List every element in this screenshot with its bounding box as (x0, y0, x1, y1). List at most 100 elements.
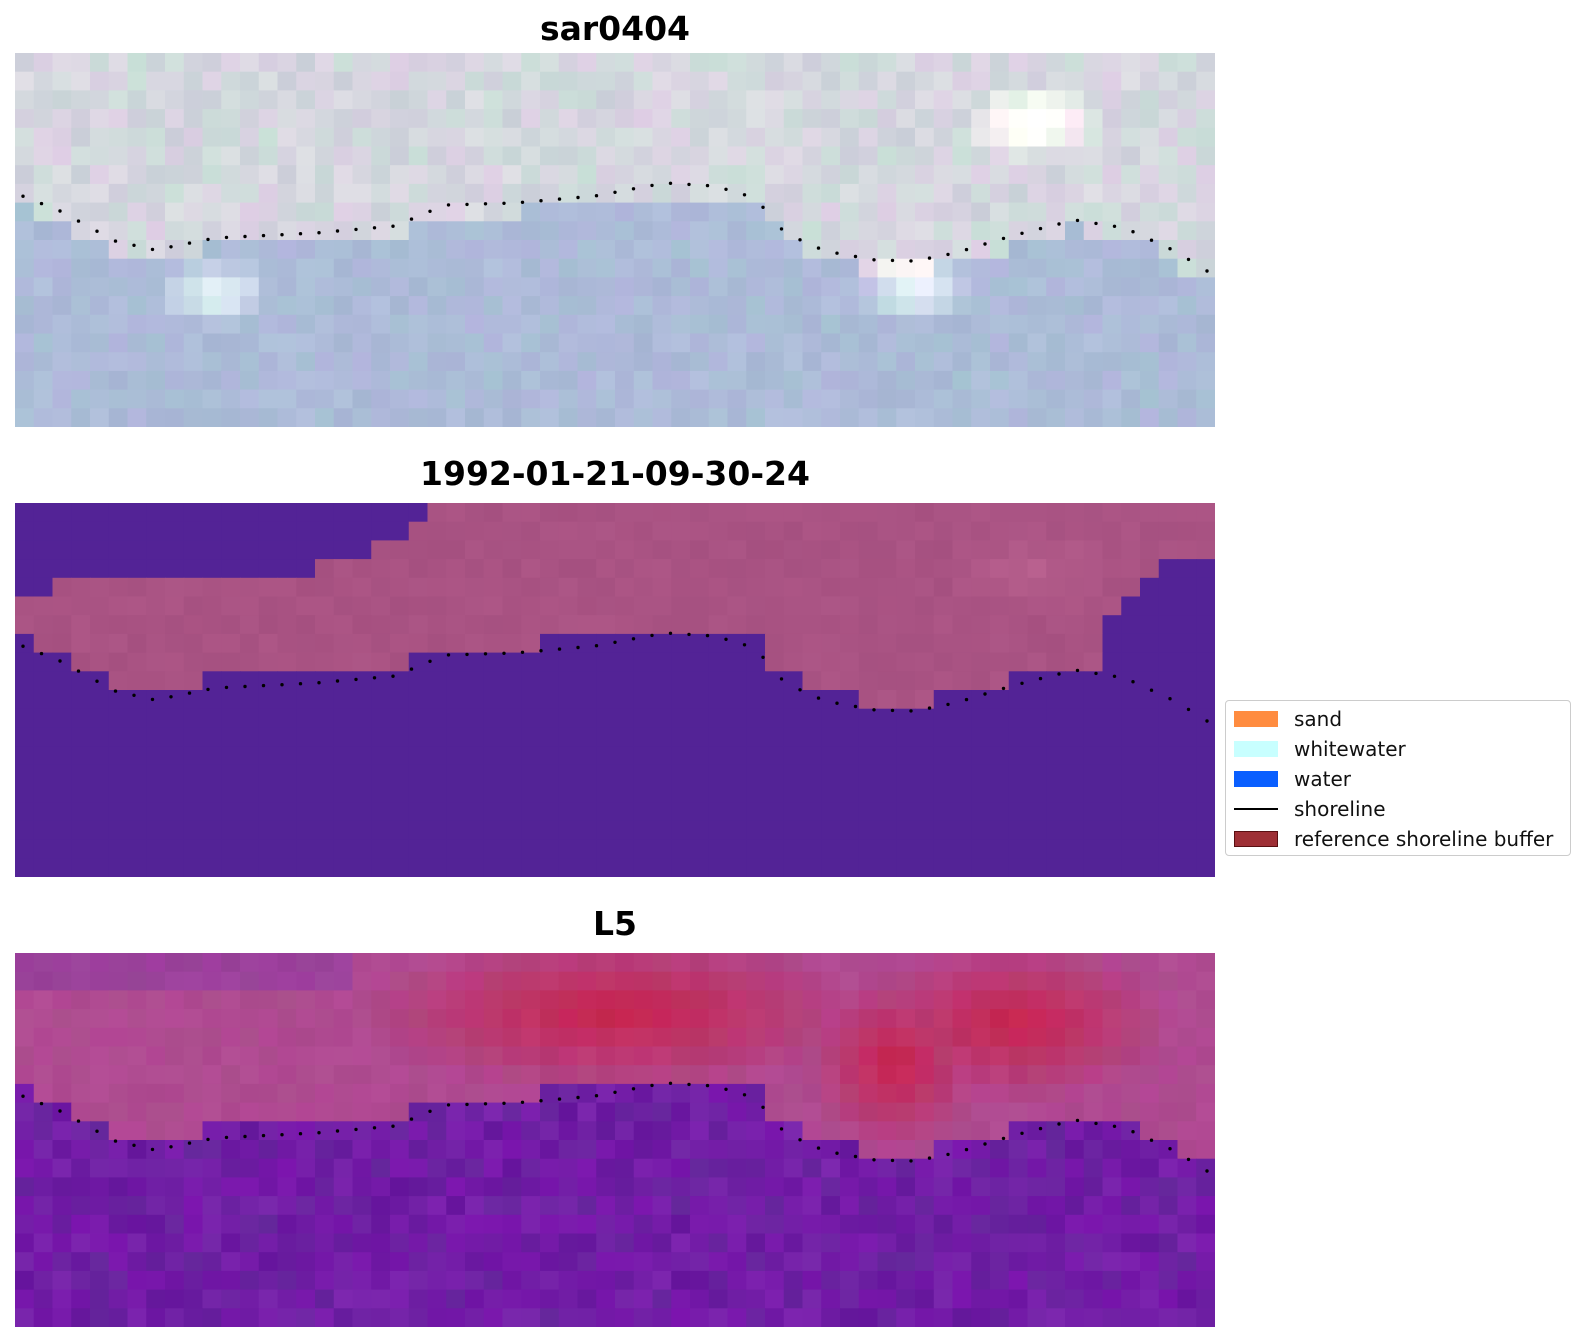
raster-pixel (746, 165, 766, 185)
raster-pixel (390, 820, 410, 841)
shoreline-dot (835, 1151, 839, 1155)
raster-pixel (915, 690, 935, 710)
raster-pixel (483, 990, 504, 1010)
raster-pixel (427, 53, 447, 73)
raster-pixel (877, 540, 897, 560)
raster-pixel (540, 839, 560, 859)
raster-pixel (671, 503, 691, 523)
raster-pixel (258, 408, 279, 427)
raster-pixel (1083, 53, 1104, 73)
raster-pixel (352, 146, 372, 166)
raster-pixel (1140, 1196, 1160, 1216)
raster-pixel (1158, 71, 1179, 91)
raster-pixel (652, 183, 672, 204)
raster-pixel (240, 615, 260, 635)
raster-pixel (1065, 727, 1085, 747)
raster-pixel (408, 240, 429, 260)
raster-pixel (465, 1214, 485, 1235)
raster-pixel (915, 1252, 935, 1272)
raster-pixel (915, 1233, 935, 1253)
raster-pixel (1196, 596, 1215, 616)
raster-pixel (1140, 820, 1160, 841)
raster-pixel (502, 708, 522, 728)
raster-pixel (1121, 727, 1141, 747)
raster-pixel (1196, 1140, 1215, 1160)
raster-pixel (315, 953, 335, 973)
raster-pixel (315, 333, 335, 353)
shoreline-dot (169, 245, 173, 249)
raster-pixel (1140, 596, 1160, 616)
raster-pixel (52, 53, 72, 73)
raster-pixel (165, 521, 185, 541)
raster-pixel (727, 1140, 747, 1160)
shoreline-dot (1020, 681, 1024, 685)
raster-pixel (690, 1289, 710, 1309)
raster-pixel (333, 314, 354, 335)
raster-pixel (1027, 314, 1047, 335)
raster-pixel (52, 708, 72, 728)
raster-pixel (408, 90, 429, 110)
raster-pixel (1046, 127, 1066, 148)
raster-pixel (540, 1102, 560, 1122)
raster-pixel (971, 183, 991, 204)
raster-pixel (183, 783, 204, 803)
raster-pixel (277, 540, 297, 560)
raster-pixel (1177, 1177, 1197, 1197)
raster-pixel (52, 1177, 72, 1197)
raster-pixel (333, 1009, 354, 1029)
raster-pixel (558, 1121, 579, 1141)
raster-pixel (690, 146, 710, 166)
raster-pixel (90, 389, 110, 409)
raster-pixel (446, 1027, 466, 1048)
raster-pixel (933, 953, 954, 973)
raster-pixel (952, 727, 972, 747)
raster-pixel (1121, 615, 1141, 635)
raster-pixel (258, 53, 279, 73)
raster-pixel (896, 1158, 916, 1178)
raster-pixel (821, 1027, 841, 1048)
raster-pixel (821, 333, 841, 353)
raster-pixel (1196, 727, 1215, 747)
raster-pixel (221, 521, 241, 541)
raster-pixel (577, 596, 597, 616)
raster-pixel (652, 1140, 672, 1160)
raster-pixel (596, 240, 616, 260)
raster-pixel (165, 690, 185, 710)
raster-pixel (1065, 165, 1085, 185)
raster-pixel (540, 277, 560, 297)
raster-pixel (1065, 53, 1085, 73)
shoreline-dot (483, 202, 488, 206)
raster-pixel (708, 333, 729, 353)
raster-pixel (690, 1214, 710, 1235)
raster-pixel (371, 1177, 391, 1197)
shoreline-dot (1112, 674, 1117, 678)
raster-pixel (277, 146, 297, 166)
raster-pixel (952, 1102, 972, 1122)
raster-pixel (446, 1121, 466, 1141)
raster-pixel (615, 146, 635, 166)
raster-pixel (633, 1121, 654, 1141)
raster-pixel (877, 240, 897, 260)
raster-pixel (502, 971, 522, 991)
raster-pixel (971, 708, 991, 728)
raster-pixel (877, 858, 897, 877)
raster-pixel (633, 727, 654, 747)
raster-pixel (1008, 521, 1029, 541)
shoreline-dot (927, 256, 932, 260)
raster-pixel (540, 820, 560, 841)
raster-pixel (1196, 202, 1215, 222)
raster-pixel (15, 633, 35, 654)
raster-pixel (1027, 503, 1047, 523)
raster-pixel (596, 1121, 616, 1141)
raster-pixel (652, 1046, 672, 1066)
raster-pixel (446, 690, 466, 710)
raster-pixel (202, 839, 222, 859)
raster-pixel (1083, 671, 1104, 691)
raster-pixel (952, 1027, 972, 1048)
shoreline-dot (391, 1124, 395, 1128)
legend-item-sand: sand (1234, 707, 1342, 731)
raster-pixel (933, 559, 954, 579)
raster-pixel (896, 1046, 916, 1066)
raster-pixel (615, 764, 635, 785)
raster-pixel (877, 314, 897, 335)
